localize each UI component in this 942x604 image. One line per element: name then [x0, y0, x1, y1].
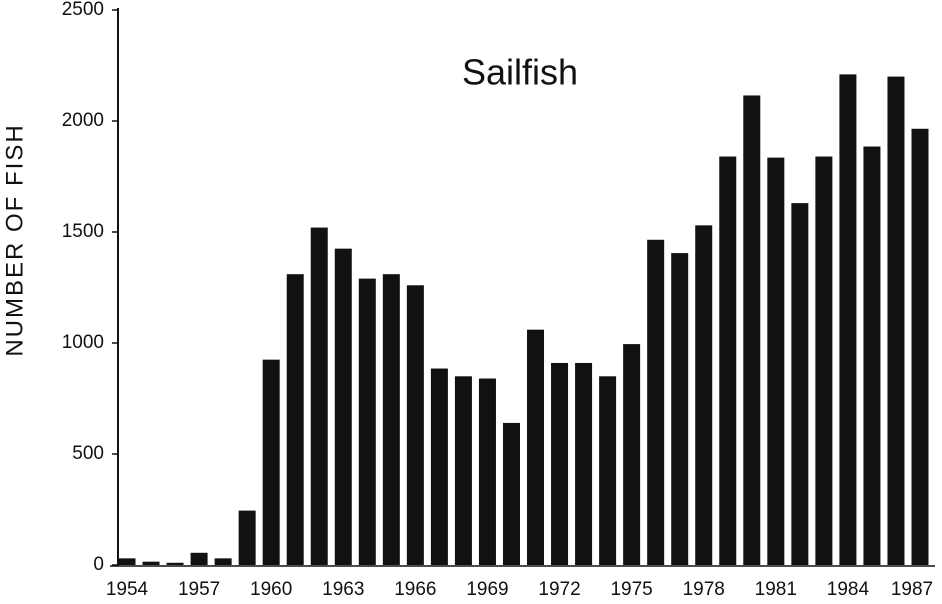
bar	[310, 227, 328, 565]
x-tick-label: 1972	[538, 579, 580, 600]
x-tick-label: 1984	[827, 579, 870, 600]
bar	[406, 285, 424, 565]
bar	[647, 239, 665, 565]
bar	[262, 359, 280, 565]
x-tick-label: 1981	[755, 579, 797, 600]
bar	[118, 558, 136, 565]
bar	[887, 76, 905, 565]
bar	[719, 156, 737, 565]
x-tick-label: 1960	[250, 579, 292, 600]
x-tick-label: 1987	[891, 579, 933, 600]
bar	[791, 203, 809, 565]
x-tick-label: 1975	[610, 579, 652, 600]
bar	[743, 95, 761, 565]
bar	[142, 561, 160, 565]
y-tick-label: 500	[72, 443, 104, 464]
x-tick-label: 1966	[394, 579, 436, 600]
x-tick-label: 1978	[683, 579, 725, 600]
bar	[671, 253, 689, 565]
bar	[527, 329, 545, 565]
bar	[575, 362, 593, 565]
chart-title: Sailfish	[462, 52, 578, 93]
y-tick-label: 2000	[62, 110, 104, 131]
bar	[334, 248, 352, 565]
bar	[454, 376, 472, 565]
bar	[190, 552, 208, 565]
x-tick-label: 1963	[322, 579, 364, 600]
bar	[166, 562, 184, 565]
bar	[430, 368, 448, 565]
bar	[695, 225, 713, 565]
bar	[238, 510, 256, 565]
bar	[911, 128, 929, 565]
bar	[623, 344, 641, 565]
bar	[551, 362, 569, 565]
y-axis-label: NUMBER OF FISH	[1, 123, 28, 356]
x-tick-label: 1969	[466, 579, 508, 600]
y-tick-label: 1000	[62, 332, 104, 353]
bar	[767, 157, 785, 565]
bar	[839, 74, 857, 565]
bar	[286, 274, 304, 565]
bar	[382, 274, 400, 565]
bar	[863, 146, 881, 565]
y-tick-label: 1500	[62, 221, 104, 242]
bar	[815, 156, 833, 565]
bar	[478, 378, 496, 565]
y-tick-label: 2500	[62, 0, 104, 20]
y-tick-label: 0	[93, 554, 104, 575]
bar	[502, 422, 520, 565]
bar	[358, 278, 376, 565]
x-tick-label: 1954	[106, 579, 149, 600]
x-tick-label: 1957	[178, 579, 220, 600]
bar	[599, 376, 617, 565]
bar	[214, 558, 232, 565]
